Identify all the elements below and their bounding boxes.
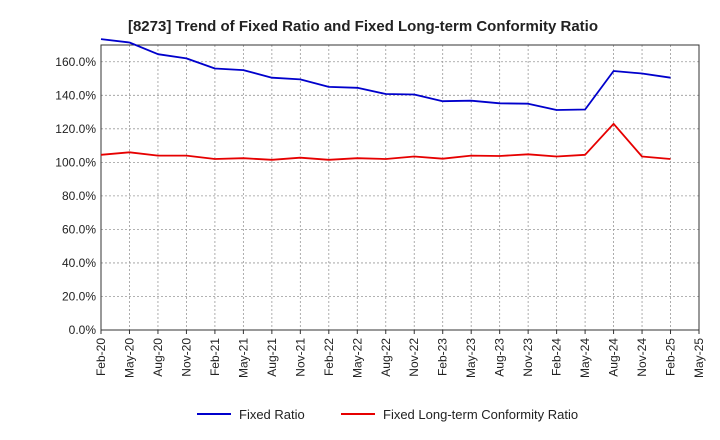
axes: [100, 44, 700, 331]
y-tick-label: 120.0%: [55, 122, 96, 136]
x-tick-label: Aug-20: [151, 338, 165, 377]
x-tick-label: Feb-25: [664, 338, 678, 376]
x-tick-label: Nov-23: [521, 338, 535, 377]
legend-label-fixed-ratio: Fixed Ratio: [239, 407, 305, 422]
x-tick-label: May-22: [350, 338, 364, 378]
chart-title: [8273] Trend of Fixed Ratio and Fixed Lo…: [128, 18, 598, 35]
y-tick-label: 80.0%: [62, 189, 96, 203]
x-tick-label: May-23: [464, 338, 478, 378]
x-tick-label: Nov-20: [179, 338, 193, 377]
series-line-fixed-long-term-conformity-ratio: [100, 122, 671, 161]
x-tick-label: Aug-24: [607, 338, 621, 377]
y-tick-label: 140.0%: [55, 88, 96, 102]
plot-frame: [100, 44, 700, 331]
x-tick-label: May-20: [122, 338, 136, 378]
x-tick-label: Feb-23: [436, 338, 450, 376]
x-tick-label: Feb-20: [94, 338, 108, 376]
y-tick-label: 60.0%: [62, 222, 96, 236]
legend: Fixed Ratio Fixed Long-term Conformity Ra…: [197, 407, 578, 422]
x-tick-label: Feb-21: [208, 338, 222, 376]
y-tick-label: 40.0%: [62, 256, 96, 270]
series-group: [100, 38, 671, 161]
x-axis-ticks: Feb-20 May-20 Aug-20 Nov-20 Feb-21 May-21 Aug-…: [94, 330, 706, 378]
x-tick-label: May-21: [236, 338, 250, 378]
y-axis-ticks: 0.0% 20.0% 40.0% 60.0% 80.0% 100.0% 120.0% 140.…: [55, 55, 96, 337]
series-line-fixed-ratio: [100, 38, 671, 111]
y-tick-label: 20.0%: [62, 289, 96, 303]
x-tick-label: Aug-21: [265, 338, 279, 377]
grid: [101, 45, 699, 330]
y-tick-label: 0.0%: [69, 323, 97, 337]
x-tick-label: Aug-22: [379, 338, 393, 377]
x-tick-label: Feb-22: [322, 338, 336, 376]
x-tick-label: Nov-22: [407, 338, 421, 377]
legend-label-fixed-long-term-conformity-ratio: Fixed Long-term Conformity Ratio: [383, 407, 578, 422]
x-tick-label: Nov-24: [635, 338, 649, 377]
x-tick-label: May-24: [578, 338, 592, 378]
x-tick-label: Nov-21: [293, 338, 307, 377]
x-tick-label: May-25: [692, 338, 706, 378]
y-tick-label: 100.0%: [55, 155, 96, 169]
x-tick-label: Aug-23: [493, 338, 507, 377]
y-tick-label: 160.0%: [55, 55, 96, 69]
x-tick-label: Feb-24: [550, 338, 564, 376]
